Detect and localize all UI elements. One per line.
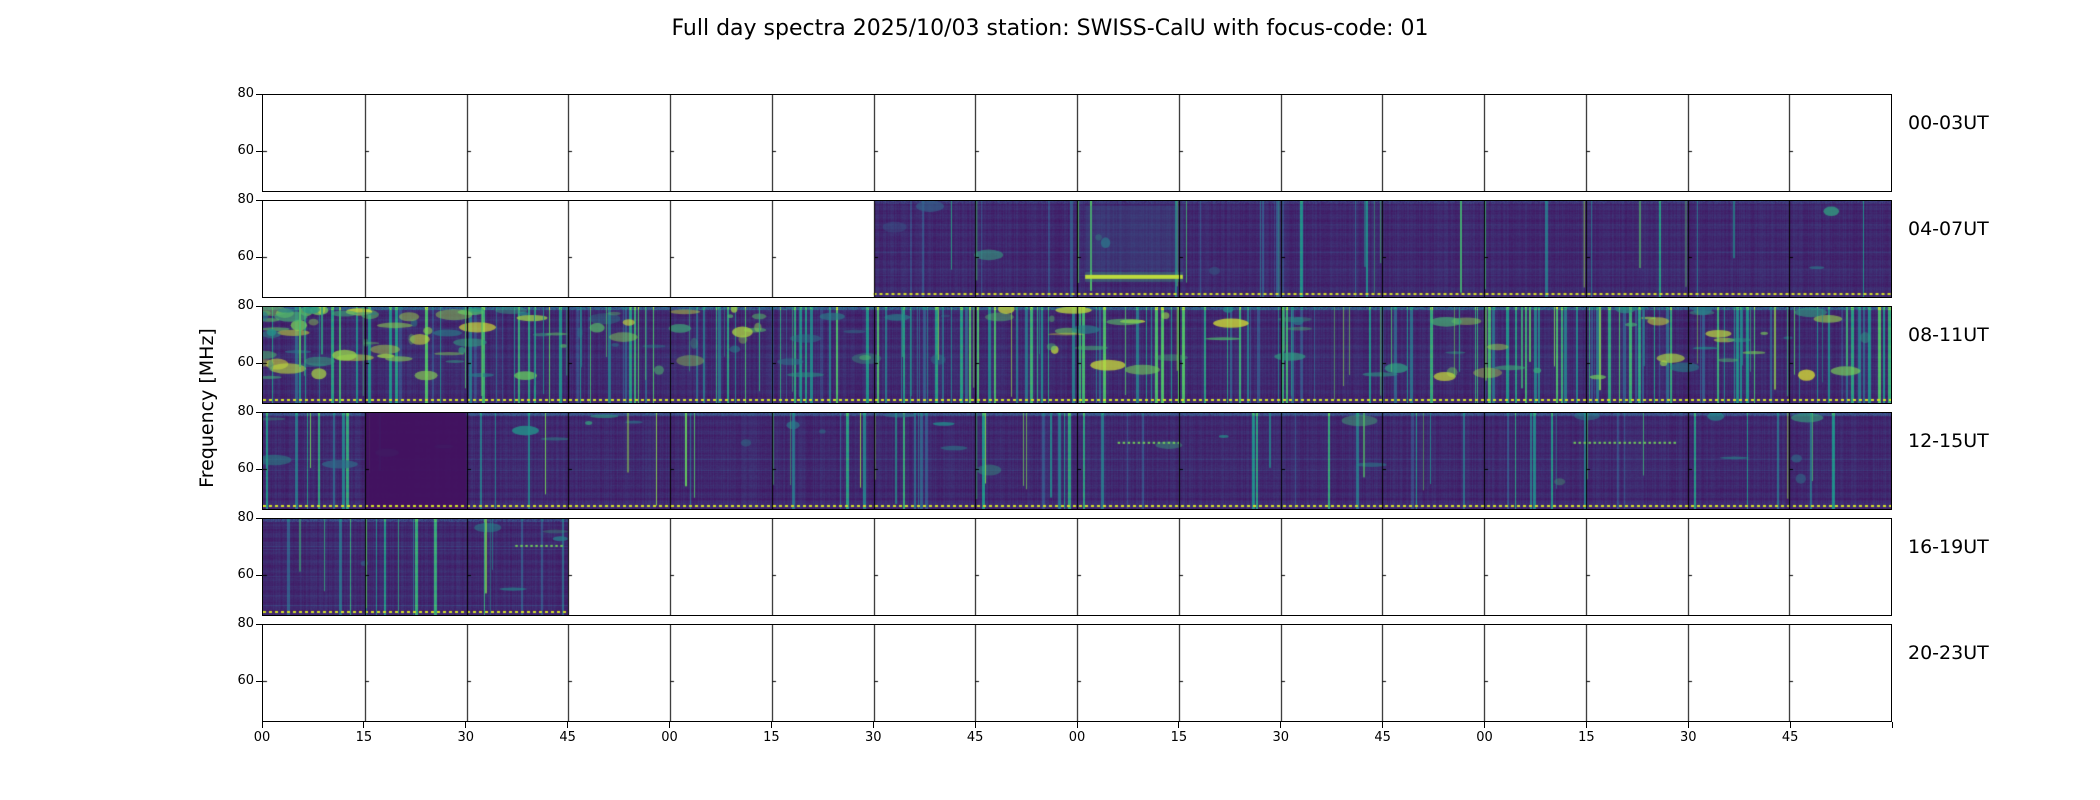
spectrogram-canvas	[263, 413, 1891, 509]
spectrogram-canvas	[263, 201, 1891, 297]
x-tick-label: 00	[1476, 730, 1493, 745]
y-tick-label: 60	[237, 143, 254, 158]
row-time-label: 20-23UT	[1908, 642, 1989, 664]
spectrogram-row	[262, 412, 1892, 510]
spectrogram-canvas	[263, 625, 1891, 721]
x-tick-mark	[1687, 722, 1689, 728]
spectrogram-canvas	[263, 519, 1891, 615]
y-tick-label: 60	[237, 673, 254, 688]
y-tick-label: 60	[237, 249, 254, 264]
x-tick-mark	[1178, 722, 1180, 728]
spectrogram-row	[262, 200, 1892, 298]
x-tick-label: 15	[763, 730, 780, 745]
x-tick-label: 45	[966, 730, 984, 745]
x-tick-label: 45	[1374, 730, 1391, 745]
row-time-label: 08-11UT	[1908, 324, 1989, 346]
x-tick-label: 15	[355, 730, 373, 745]
x-tick-label: 30	[1272, 730, 1290, 745]
figure-title: Full day spectra 2025/10/03 station: SWI…	[671, 16, 1429, 41]
x-tick-mark	[1789, 722, 1791, 728]
y-tick-mark	[256, 518, 262, 519]
x-tick-mark	[1585, 722, 1587, 728]
y-tick-label: 80	[237, 298, 254, 313]
spectrogram-row	[262, 624, 1892, 722]
y-tick-label: 80	[237, 86, 254, 101]
y-tick-mark	[256, 94, 262, 95]
y-tick-label: 60	[237, 355, 254, 370]
row-time-label: 04-07UT	[1908, 218, 1989, 240]
spectrogram-canvas	[263, 95, 1891, 191]
y-tick-mark	[256, 624, 262, 625]
x-tick-label: 00	[661, 730, 678, 745]
x-tick-label: 30	[1679, 730, 1697, 745]
x-tick-label: 30	[457, 730, 475, 745]
x-tick-mark	[1484, 722, 1485, 728]
spectrogram-row	[262, 518, 1892, 616]
y-tick-mark	[256, 200, 262, 201]
y-tick-label: 80	[237, 404, 254, 419]
y-tick-mark	[256, 575, 262, 576]
y-tick-mark	[256, 151, 262, 152]
x-tick-mark	[261, 722, 263, 728]
x-tick-mark	[567, 722, 569, 728]
x-tick-mark	[1382, 722, 1384, 728]
x-tick-label: 15	[1170, 730, 1188, 745]
x-tick-mark	[1891, 722, 1893, 728]
x-tick-label: 15	[1578, 730, 1595, 745]
y-tick-mark	[256, 681, 262, 682]
x-tick-label: 45	[559, 730, 576, 745]
spectrogram-row	[262, 94, 1892, 192]
y-tick-label: 60	[237, 567, 254, 582]
y-tick-mark	[256, 363, 262, 364]
y-tick-label: 80	[237, 616, 254, 631]
y-tick-label: 80	[237, 192, 254, 207]
x-tick-label: 30	[864, 730, 882, 745]
x-tick-mark	[465, 722, 467, 728]
x-tick-label: 45	[1781, 730, 1799, 745]
y-tick-mark	[256, 257, 262, 258]
x-tick-mark	[770, 722, 772, 728]
x-tick-mark	[1076, 722, 1078, 728]
y-tick-mark	[256, 469, 262, 470]
y-tick-mark	[256, 412, 262, 413]
spectrogram-row	[262, 306, 1892, 404]
x-tick-label: 00	[1068, 730, 1086, 745]
row-time-label: 12-15UT	[1908, 430, 1989, 452]
y-tick-label: 60	[237, 461, 254, 476]
y-tick-mark	[256, 306, 262, 307]
x-tick-label: 00	[253, 730, 271, 745]
spectrogram-canvas	[263, 307, 1891, 403]
row-time-label: 16-19UT	[1908, 536, 1989, 558]
x-tick-mark	[363, 722, 365, 728]
x-tick-mark	[669, 722, 670, 728]
x-tick-mark	[872, 722, 874, 728]
y-tick-label: 80	[237, 510, 254, 525]
row-time-label: 00-03UT	[1908, 112, 1989, 134]
x-tick-mark	[974, 722, 976, 728]
x-tick-mark	[1280, 722, 1282, 728]
